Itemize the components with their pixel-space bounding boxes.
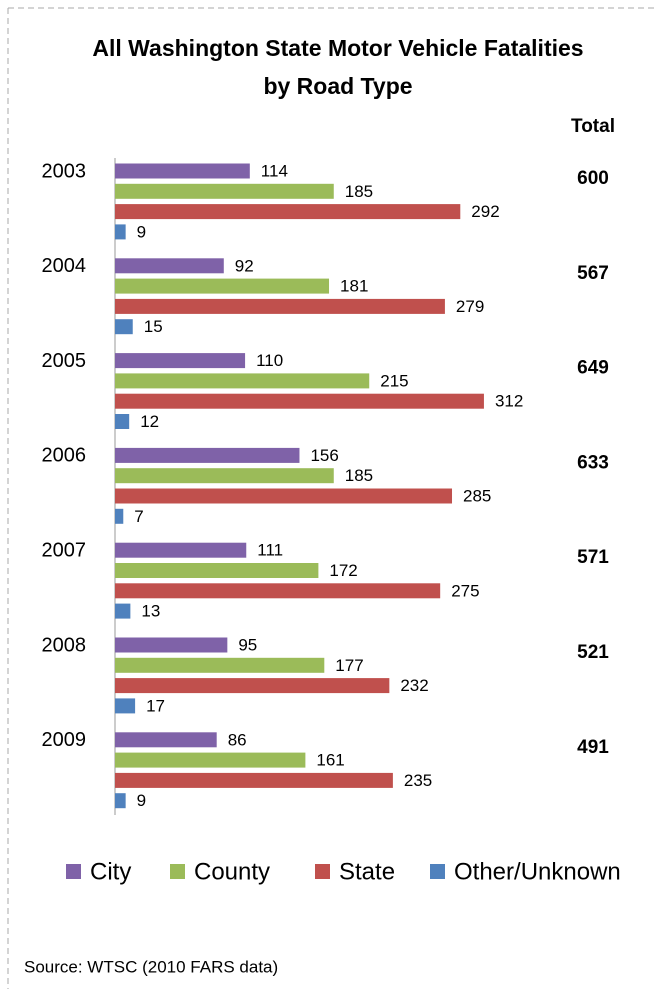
y-tick-label: 2006 bbox=[42, 445, 87, 467]
legend-swatch bbox=[170, 864, 185, 879]
legend-label: City bbox=[90, 858, 131, 885]
bar bbox=[115, 258, 224, 274]
data-label: 9 bbox=[137, 222, 146, 241]
total-label: 491 bbox=[577, 737, 609, 758]
bar bbox=[115, 163, 250, 179]
data-label: 181 bbox=[340, 277, 368, 296]
data-label: 12 bbox=[140, 412, 159, 431]
legend-label: Other/Unknown bbox=[454, 858, 621, 885]
data-label: 7 bbox=[134, 507, 143, 526]
data-label: 177 bbox=[335, 656, 363, 675]
bar bbox=[115, 319, 133, 335]
bar bbox=[115, 278, 330, 294]
data-label: 285 bbox=[463, 486, 491, 505]
source: Source: WTSC (2010 FARS data) bbox=[24, 957, 278, 976]
total-label: 600 bbox=[577, 168, 609, 189]
bar bbox=[115, 637, 228, 653]
totals-header: Total bbox=[571, 116, 615, 137]
legend-swatch bbox=[315, 864, 330, 879]
data-label: 292 bbox=[471, 202, 499, 221]
data-label: 185 bbox=[345, 466, 373, 485]
data-label: 95 bbox=[238, 635, 257, 654]
y-tick-label: 2003 bbox=[42, 160, 87, 182]
data-label: 156 bbox=[310, 446, 338, 465]
legend-label: County bbox=[194, 858, 270, 885]
data-label: 110 bbox=[256, 351, 283, 370]
bar bbox=[115, 414, 130, 429]
bar bbox=[115, 508, 124, 524]
bar bbox=[115, 488, 453, 504]
bar bbox=[115, 752, 306, 768]
data-label: 17 bbox=[146, 696, 165, 715]
y-tick-label: 2005 bbox=[42, 350, 87, 372]
bar bbox=[115, 542, 247, 558]
data-label: 185 bbox=[345, 182, 373, 201]
data-label: 279 bbox=[456, 297, 484, 316]
bar bbox=[115, 447, 300, 463]
bar bbox=[115, 678, 390, 694]
bar bbox=[115, 732, 217, 748]
y-tick-label: 2007 bbox=[42, 539, 87, 561]
data-label: 232 bbox=[400, 676, 428, 695]
data-label: 215 bbox=[380, 371, 408, 390]
data-label: 13 bbox=[141, 602, 160, 621]
y-tick-label: 2004 bbox=[42, 255, 87, 277]
data-label: 235 bbox=[404, 771, 432, 790]
data-label: 92 bbox=[235, 256, 254, 275]
data-label: 312 bbox=[495, 392, 523, 411]
data-label: 86 bbox=[228, 730, 247, 749]
bar bbox=[115, 353, 246, 369]
data-label: 114 bbox=[261, 161, 288, 180]
bar bbox=[115, 393, 484, 409]
bar bbox=[115, 772, 393, 788]
total-label: 571 bbox=[577, 547, 609, 568]
legend-label: State bbox=[339, 858, 395, 885]
bar bbox=[115, 563, 319, 578]
bar bbox=[115, 298, 445, 314]
bar bbox=[115, 583, 441, 599]
total-label: 649 bbox=[577, 358, 609, 379]
legend-swatch bbox=[430, 864, 445, 879]
bar bbox=[115, 373, 370, 389]
total-label: 567 bbox=[577, 263, 609, 284]
total-label: 521 bbox=[577, 642, 609, 663]
bar bbox=[115, 204, 461, 220]
data-label: 275 bbox=[451, 581, 479, 600]
legend-swatch bbox=[66, 864, 81, 879]
bar bbox=[115, 224, 126, 240]
total-label: 633 bbox=[577, 452, 609, 473]
data-label: 172 bbox=[329, 561, 357, 580]
y-tick-label: 2009 bbox=[42, 729, 87, 751]
data-label: 9 bbox=[137, 791, 146, 810]
data-label: 15 bbox=[144, 317, 163, 336]
bar bbox=[115, 793, 126, 809]
chart-title: All Washington State Motor Vehicle Fatal… bbox=[92, 35, 583, 61]
chart-subtitle: by Road Type bbox=[263, 73, 412, 99]
bar bbox=[115, 698, 136, 714]
bar bbox=[115, 657, 325, 673]
y-tick-label: 2008 bbox=[42, 634, 87, 656]
data-label: 161 bbox=[316, 751, 344, 770]
bar bbox=[115, 468, 334, 484]
bar bbox=[115, 603, 131, 619]
bar bbox=[115, 183, 334, 199]
data-label: 111 bbox=[257, 541, 283, 560]
